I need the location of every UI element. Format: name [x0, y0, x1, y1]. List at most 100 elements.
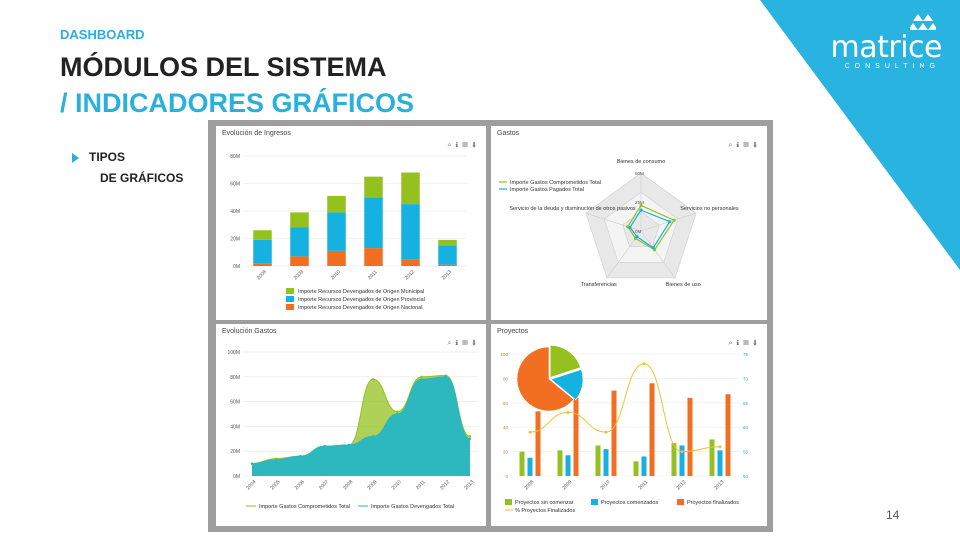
- legend-swatch: [286, 296, 294, 302]
- bar: [364, 248, 383, 266]
- search-icon[interactable]: ⌕: [447, 340, 456, 347]
- export-icon[interactable]: ▤: [462, 142, 472, 149]
- line-point: [604, 430, 608, 434]
- x-tick-label: 2010: [599, 479, 611, 491]
- section-bullet: TIPOS DE GRÁFICOS: [72, 150, 183, 185]
- panel-title: Evolución de Ingresos: [222, 130, 291, 137]
- x-tick-label: 2010: [391, 479, 403, 491]
- radar-axis-label: Transferencias: [581, 282, 617, 288]
- bar: [327, 195, 346, 213]
- download-icon[interactable]: ⬇: [752, 142, 761, 149]
- bar: [401, 204, 420, 260]
- pie-slice: [549, 345, 581, 378]
- radar-axis-label: Servicios no personales: [680, 206, 739, 212]
- bar: [717, 450, 723, 476]
- section-label-graficos: DE GRÁFICOS: [100, 171, 184, 185]
- x-tick-label: 2013: [463, 479, 475, 491]
- legend-swatch: [505, 499, 512, 505]
- chart-ingresos: 0M 20M 40M 60M 80M 2008 2009 2010 2011 2012 2013 Im…: [230, 154, 466, 311]
- line-point: [680, 450, 684, 454]
- brand-corner-shape: [760, 0, 960, 270]
- y-tick-label-right: 55: [743, 450, 749, 455]
- x-tick-label: 2006: [294, 479, 306, 491]
- y-tick-label-left: 60: [503, 401, 509, 406]
- legend-swatch: [591, 499, 598, 505]
- radar-point: [639, 208, 643, 212]
- bar: [253, 263, 272, 266]
- bar: [327, 250, 346, 266]
- page-kicker: DASHBOARD: [60, 27, 145, 42]
- y-tick-label: 40M: [230, 424, 240, 430]
- legend-label: Importe Recursos Devengados de Origen Mu…: [298, 289, 424, 295]
- x-tick-label: 2009: [366, 479, 378, 491]
- line-point: [566, 411, 570, 415]
- pie-slice: [516, 346, 575, 412]
- bar: [327, 212, 346, 251]
- bar: [253, 230, 272, 240]
- brand-tagline: CONSULTING: [844, 63, 940, 70]
- download-icon[interactable]: ⬇: [471, 142, 480, 149]
- search-icon[interactable]: ⌕: [728, 142, 737, 149]
- y-tick-label-right: 75: [743, 352, 749, 357]
- bar: [565, 455, 571, 476]
- y-tick-label-right: 70: [743, 376, 749, 381]
- search-icon[interactable]: ⌕: [728, 340, 737, 347]
- radar-tick-label: 25M: [635, 200, 644, 205]
- bar: [438, 264, 457, 266]
- radar-point: [635, 235, 639, 239]
- export-icon[interactable]: ▤: [462, 340, 472, 347]
- y-tick-label: 60M: [230, 182, 240, 188]
- panel-toolbar: ⌕ℹ▤⬇: [728, 142, 761, 150]
- download-icon[interactable]: ⬇: [752, 340, 761, 347]
- area-point: [347, 443, 351, 447]
- y-tick-label-right: 60: [743, 425, 749, 430]
- x-tick-label: 2005: [269, 479, 281, 491]
- chart-evolucion-gastos: 0M 20M 40M 60M 80M 100M 2004 2005 2006 2007 2008 20…: [227, 350, 478, 510]
- x-tick-label: 2009: [561, 479, 573, 491]
- y-tick-label: 60M: [230, 400, 240, 406]
- info-icon[interactable]: ℹ: [455, 142, 463, 149]
- panel-evolucion-gastos: Evolución Gastos ⌕ℹ▤⬇ 0M 20M 40M 60M 80M 100M…: [216, 324, 486, 526]
- download-icon[interactable]: ⬇: [471, 340, 480, 347]
- panel-proyectos: Proyectos ⌕ℹ▤⬇ 0 20 40 60 80 100 50 55 60 65 70 75 2…: [491, 324, 767, 526]
- bar: [290, 256, 309, 266]
- bar: [679, 445, 685, 476]
- panel-ingresos: Evolución de Ingresos ⌕ℹ▤⬇ 0M 20M 40M 60M 80…: [216, 126, 486, 320]
- dashboard-screenshot: Evolución de Ingresos ⌕ℹ▤⬇ 0M 20M 40M 60M 80…: [208, 120, 773, 532]
- radar-axis: [640, 230, 676, 279]
- area-series-line: [251, 376, 471, 465]
- radar-point: [668, 220, 672, 224]
- x-tick-label: 2008: [342, 479, 354, 491]
- panel-toolbar: ⌕ℹ▤⬇: [447, 340, 480, 348]
- section-label-tipos: TIPOS: [89, 150, 126, 164]
- area-point: [250, 462, 254, 465]
- x-tick-label: 2012: [404, 269, 416, 281]
- radar-axis-label: Servicio de la deuda y disminución de ot…: [509, 206, 636, 212]
- export-icon[interactable]: ▤: [743, 340, 753, 347]
- legend-label: Proyectos comenzados: [601, 500, 658, 506]
- radar-axis-label: Bienes de consumo: [617, 159, 665, 165]
- bar: [364, 176, 383, 198]
- info-icon[interactable]: ℹ: [736, 142, 744, 149]
- bar: [535, 411, 541, 476]
- area-point: [371, 435, 375, 438]
- page-number: 14: [886, 508, 900, 522]
- radar-axis-label: Bienes de uso: [666, 282, 701, 288]
- bar: [364, 197, 383, 249]
- legend-label: Proyectos finalizados: [687, 500, 739, 506]
- info-icon[interactable]: ℹ: [455, 340, 463, 347]
- radar-point: [628, 225, 632, 230]
- search-icon[interactable]: ⌕: [447, 142, 456, 149]
- area-point: [323, 445, 326, 448]
- x-tick-label: 2011: [367, 269, 379, 281]
- bar: [557, 450, 563, 476]
- info-icon[interactable]: ℹ: [736, 340, 744, 347]
- matrice-logo-icon: [910, 14, 936, 30]
- x-tick-label: 2013: [441, 269, 453, 281]
- bar: [611, 390, 617, 476]
- area-point: [396, 412, 399, 416]
- x-tick-label: 2012: [439, 479, 451, 491]
- export-icon[interactable]: ▤: [743, 142, 753, 149]
- line-point: [528, 430, 532, 434]
- y-tick-label: 0M: [233, 264, 240, 270]
